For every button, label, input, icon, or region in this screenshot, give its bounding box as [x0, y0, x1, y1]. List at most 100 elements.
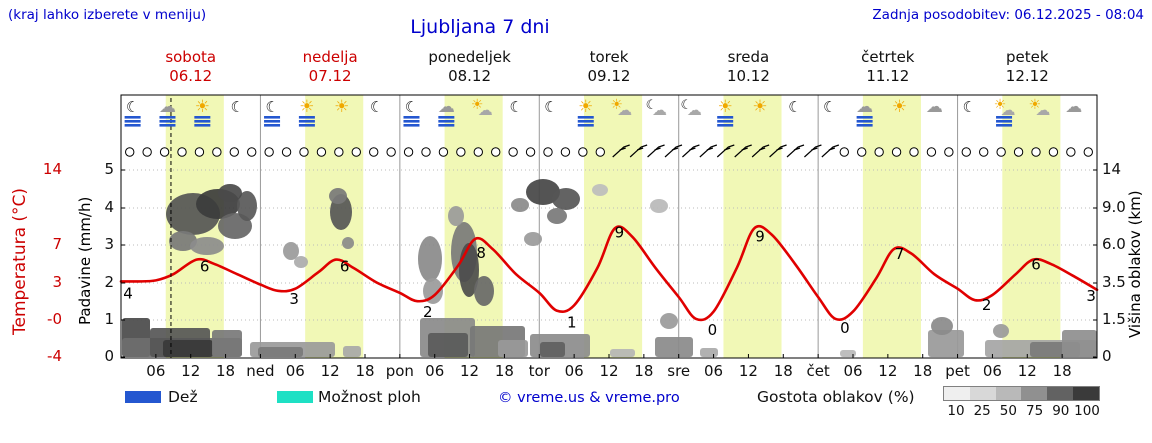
wind-barb-icon: [821, 144, 840, 158]
cloud-icon: ☁: [856, 97, 873, 117]
wind-barb-icon: [612, 144, 630, 158]
cloud-density-area: [547, 208, 567, 224]
cloud-cover-icon: [264, 147, 274, 157]
cloud-density-area: [928, 330, 964, 357]
rain-bars-icon: [298, 116, 315, 119]
moon-icon: ☾: [126, 98, 139, 116]
rain-bars-icon: [856, 124, 873, 127]
cloud-cover-icon: [456, 147, 466, 157]
rain-bars-icon: [159, 120, 176, 123]
density-tick-label: 75: [1026, 403, 1044, 419]
cloud-cover-icon: [874, 147, 884, 157]
cloud-cover-icon: [212, 147, 222, 157]
density-gradient-segment: [1047, 387, 1074, 400]
temperature-value-label: 2: [982, 296, 992, 314]
wind-barb-icon: [786, 144, 805, 158]
daylight-band: [584, 95, 643, 358]
rain-bars-icon: [717, 120, 734, 123]
cloud-cover-icon: [194, 147, 205, 157]
density-tick-label: 10: [947, 403, 965, 419]
temperature-value-label: 9: [615, 223, 625, 241]
cloud-density-area: [655, 337, 693, 357]
rain-bars-icon: [996, 116, 1013, 119]
density-tick-label: 90: [1052, 403, 1070, 419]
wind-barb-icon: [716, 144, 735, 158]
cloud-cover-icon: [177, 147, 187, 157]
copyright-link[interactable]: © vreme.us & vreme.pro: [498, 390, 680, 406]
sun-icon: ☀: [299, 97, 314, 117]
cloud-cover-icon: [525, 147, 536, 157]
cloud-cover-icon: [334, 147, 344, 157]
moon-icon: ☾: [544, 98, 557, 116]
cloud-icon: ☁: [652, 101, 667, 119]
rain-bars-icon: [856, 120, 873, 123]
cloud-cover-icon: [891, 147, 902, 157]
rain-bars-icon: [403, 116, 420, 119]
cloud-cover-icon: [421, 147, 431, 157]
rain-bars-icon: [159, 116, 176, 119]
rain-bars-icon: [438, 124, 455, 127]
cloud-density-area: [840, 350, 856, 357]
rain-bars-icon: [298, 120, 315, 123]
cloud-density-area: [418, 236, 442, 282]
cloud-cover-icon: [944, 147, 954, 157]
cloud-cover-icon: [1013, 147, 1024, 157]
moon-icon: ☾: [646, 98, 658, 113]
rain-bars-icon: [264, 124, 281, 127]
moon-icon: ☾: [788, 98, 801, 116]
sun-icon: ☀: [752, 97, 767, 117]
temperature-value-label: 0: [840, 319, 850, 337]
wind-barb-icon: [647, 144, 665, 158]
cloud-icon: ☁: [1001, 101, 1016, 119]
cloud-cover-icon: [857, 147, 867, 157]
daylight-band: [723, 95, 782, 358]
density-gradient-segment: [1021, 387, 1048, 400]
density-gradient-segment: [995, 387, 1022, 400]
rain-bars-icon: [403, 120, 420, 123]
cloud-cover-icon: [229, 147, 239, 157]
rain-legend-label: Dež: [168, 388, 198, 406]
temperature-value-label: 2: [423, 303, 433, 321]
cloud-cover-icon: [125, 147, 135, 157]
cloud-cover-icon: [578, 147, 588, 157]
last-update-text: Zadnja posodobitev: 06.12.2025 - 08:04: [872, 7, 1144, 23]
temperature-value-label: 0: [708, 321, 718, 339]
cloud-density-area: [448, 206, 464, 226]
cloud-icon: ☁: [478, 101, 493, 119]
wind-barb-icon: [699, 144, 718, 158]
sun-icon: ☀: [578, 97, 593, 117]
temperature-value-label: 7: [895, 245, 905, 263]
temperature-value-label: 3: [289, 290, 299, 308]
moon-icon: ☾: [230, 98, 243, 116]
cloud-density-area: [237, 191, 257, 221]
rain-bars-icon: [717, 116, 734, 119]
rain-bars-icon: [717, 124, 734, 127]
moon-icon: ☾: [681, 98, 693, 113]
sun-icon: ☀: [718, 97, 733, 117]
cloud-density-area: [343, 346, 361, 357]
wind-barb-icon: [804, 144, 822, 158]
rain-bars-icon: [996, 120, 1013, 123]
page-title: Ljubljana 7 dni: [410, 16, 550, 38]
rain-bars-icon: [298, 124, 315, 127]
cloud-density-area: [511, 198, 529, 212]
moon-icon: ☾: [370, 98, 383, 116]
temperature-value-label: 3: [1086, 287, 1096, 305]
cloud-cover-icon: [438, 147, 449, 157]
cloud-cover-icon: [351, 147, 361, 157]
rain-bars-icon: [577, 120, 594, 123]
cloud-density-area: [1062, 330, 1097, 357]
wind-barb-icon: [769, 144, 787, 158]
rain-bars-icon: [194, 120, 211, 123]
density-tick-label: 50: [999, 403, 1017, 419]
density-gradient-segment: [1073, 387, 1099, 400]
wind-barb-icon: [734, 144, 752, 158]
cloud-density-area: [552, 188, 580, 210]
rain-bars-icon: [438, 120, 455, 123]
rain-bars-icon: [403, 124, 420, 127]
rain-bars-icon: [124, 124, 141, 127]
sun-icon: ☀: [471, 97, 484, 113]
cloud-density-area: [592, 184, 608, 196]
